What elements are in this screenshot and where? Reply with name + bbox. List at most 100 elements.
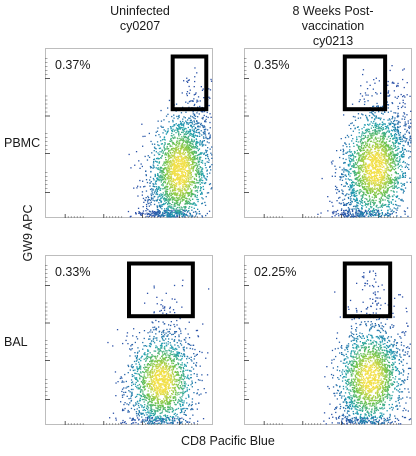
event-point [375, 144, 377, 146]
event-point [364, 136, 367, 138]
event-point [353, 195, 355, 197]
event-point [373, 158, 375, 161]
event-point [397, 82, 399, 85]
event-point [378, 174, 381, 177]
event-point [167, 216, 169, 218]
event-point [387, 149, 389, 151]
event-point [372, 151, 374, 153]
event-point [383, 159, 385, 161]
event-point [173, 134, 175, 136]
event-point [157, 157, 159, 159]
event-point [404, 162, 406, 164]
event-point [391, 162, 393, 164]
event-point [378, 161, 380, 164]
event-point [174, 179, 177, 182]
event-point [361, 157, 363, 160]
event-point [383, 181, 385, 184]
event-point [155, 193, 157, 195]
event-point [180, 163, 182, 166]
event-point [182, 138, 185, 140]
event-point [178, 128, 180, 130]
event-point [376, 152, 378, 155]
event-point [150, 167, 152, 169]
event-point [397, 182, 399, 184]
event-point [377, 207, 379, 209]
event-point [183, 206, 185, 208]
event-point [391, 166, 393, 169]
event-point [174, 192, 176, 194]
event-point [126, 332, 129, 334]
event-point [167, 166, 169, 168]
event-point [178, 124, 180, 126]
event-point [394, 165, 397, 167]
event-point [143, 186, 145, 188]
event-point [187, 210, 189, 212]
event-point [355, 183, 357, 185]
event-point [145, 170, 147, 172]
event-point [358, 148, 360, 150]
event-point [164, 177, 166, 180]
event-point [368, 146, 370, 149]
event-point [177, 164, 179, 166]
event-point [167, 206, 169, 208]
event-point [381, 168, 383, 171]
event-point [350, 134, 353, 136]
event-point [359, 191, 361, 193]
event-point [159, 171, 161, 174]
event-point [386, 215, 389, 217]
event-point [182, 158, 184, 160]
event-point [201, 143, 204, 145]
event-point [376, 161, 378, 164]
event-point [391, 102, 394, 105]
event-point [190, 149, 193, 151]
event-point [383, 191, 385, 193]
event-point [183, 163, 185, 165]
event-point [188, 85, 190, 88]
event-point [374, 153, 376, 155]
event-point [403, 184, 405, 186]
event-point [194, 182, 196, 184]
event-point [175, 141, 178, 144]
event-point [173, 198, 175, 201]
event-point [399, 161, 401, 163]
event-point [363, 147, 365, 150]
event-point [175, 144, 178, 146]
event-point [164, 153, 166, 155]
event-point [367, 123, 369, 126]
event-point [363, 212, 365, 214]
event-point [179, 152, 181, 154]
event-point [348, 150, 350, 153]
event-point [357, 165, 359, 167]
event-point [181, 129, 184, 131]
event-point [399, 102, 401, 104]
event-point [177, 165, 179, 167]
event-point [142, 180, 144, 182]
event-point [184, 175, 187, 177]
event-point [181, 306, 183, 308]
event-point [397, 115, 400, 117]
event-point [343, 210, 345, 212]
event-point [358, 170, 360, 172]
event-point [385, 185, 387, 187]
event-point [372, 88, 374, 90]
event-point [144, 302, 146, 304]
event-point [196, 147, 198, 150]
event-point [176, 201, 178, 203]
event-point [165, 292, 167, 294]
event-point [167, 107, 169, 109]
event-point [157, 167, 159, 169]
event-point [358, 100, 360, 103]
event-point [369, 163, 371, 165]
event-point [386, 180, 388, 182]
event-point [373, 202, 375, 204]
event-point [372, 141, 374, 143]
event-point [369, 198, 371, 200]
event-point [362, 179, 365, 182]
event-point [361, 176, 364, 178]
event-point [343, 149, 345, 152]
event-point [396, 126, 399, 129]
event-point [352, 189, 354, 191]
event-point [408, 164, 410, 166]
panel-frame [45, 48, 213, 218]
event-point [179, 212, 181, 214]
